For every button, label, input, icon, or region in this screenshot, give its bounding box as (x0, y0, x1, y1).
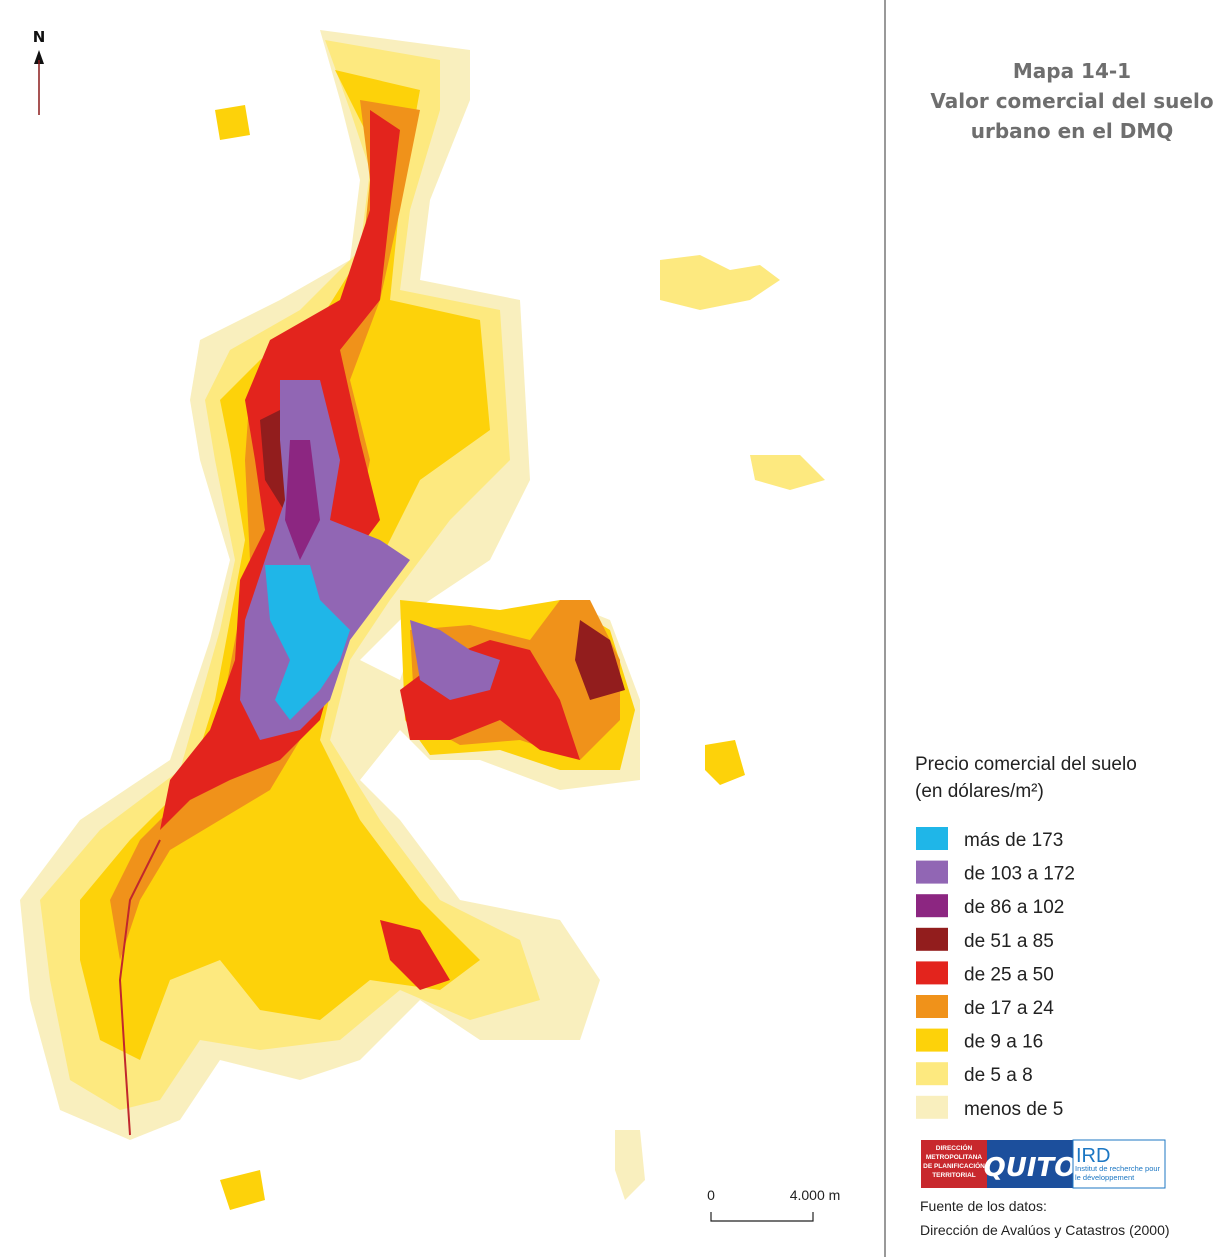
zone-red-south (380, 920, 450, 990)
zone-outlier-e (750, 455, 825, 490)
zone-outlier-sw (220, 1170, 265, 1210)
legend-swatch (916, 1095, 948, 1119)
legend-title: (en dólares/m²) (915, 781, 1044, 802)
zone-outlier-s (615, 1130, 645, 1200)
logo-ird-box (1072, 1139, 1166, 1189)
map (20, 30, 825, 1210)
north-label: N (33, 28, 46, 46)
logos: DIRECCIÓN METROPOLITANA DE PLANIFICACIÓN… (921, 1139, 1166, 1189)
legend-swatch (916, 1028, 948, 1052)
logo-dmpt-wrap: DIRECCIÓN METROPOLITANA DE PLANIFICACIÓN… (923, 1145, 985, 1179)
scale-start: 0 (707, 1187, 715, 1203)
legend-label: de 86 a 102 (964, 897, 1064, 918)
logo-ird: IRD (1076, 1145, 1110, 1167)
title: Mapa 14-1 Valor comercial del suelo urbano… (930, 59, 1213, 143)
legend-swatch (916, 961, 948, 985)
logo-ird-sub: Institut de recherche pour le développem… (1075, 1164, 1161, 1182)
logo-quito-box (987, 1140, 1073, 1188)
title-line: Mapa 14-1 (1013, 59, 1131, 83)
north-arrow: N (33, 28, 46, 115)
legend-label: menos de 5 (964, 1099, 1063, 1120)
legend-swatch (916, 827, 948, 850)
legend-swatch (916, 995, 948, 1018)
road (118, 839, 161, 1136)
zone-outlier-nw (215, 105, 250, 140)
zone-darkred (575, 620, 625, 700)
legend-label: de 5 a 8 (964, 1065, 1033, 1086)
zone-outlier-ne (660, 255, 780, 310)
source-line: Fuente de los datos: (920, 1198, 1047, 1214)
zone-purple (240, 380, 410, 740)
logo-ird-sub-wrap: Institut de recherche pour le développem… (1075, 1164, 1161, 1182)
legend: Precio comercial del suelo (en dólares/m²… (915, 754, 1137, 1120)
legend-label: de 103 a 172 (964, 864, 1075, 885)
source: Fuente de los datos: Dirección de Avalúos… (920, 1198, 1170, 1238)
source-line: Dirección de Avalúos y Catastros (2000) (920, 1222, 1170, 1238)
legend-label: de 9 a 16 (964, 1032, 1043, 1053)
logo-dmpt-box (921, 1140, 987, 1188)
scale-line (710, 1212, 814, 1222)
title-line: urbano en el DMQ (971, 119, 1174, 143)
legend-label: de 17 a 24 (964, 998, 1054, 1019)
zone-magenta (285, 440, 320, 560)
title-line: Valor comercial del suelo (930, 89, 1213, 113)
zone-purple-east (410, 620, 500, 700)
zone-outlier-e2 (705, 740, 745, 785)
logo-quito: QUITO (984, 1153, 1077, 1183)
legend-label: de 51 a 85 (964, 931, 1054, 952)
scale-bar: 0 4.000 m (707, 1187, 841, 1222)
legend-title: Precio comercial del suelo (915, 754, 1137, 775)
logo-dmpt: DIRECCIÓN METROPOLITANA DE PLANIFICACIÓN… (923, 1145, 985, 1179)
legend-label: de 25 a 50 (964, 964, 1054, 985)
legend-swatch (916, 927, 948, 951)
scale-end: 4.000 m (790, 1187, 841, 1203)
zone-cyan (265, 565, 350, 720)
arrow-head (34, 50, 44, 64)
legend-swatch (916, 894, 948, 918)
legend-swatch (916, 860, 948, 884)
legend-swatch (916, 1062, 948, 1086)
legend-label: más de 173 (964, 830, 1063, 851)
